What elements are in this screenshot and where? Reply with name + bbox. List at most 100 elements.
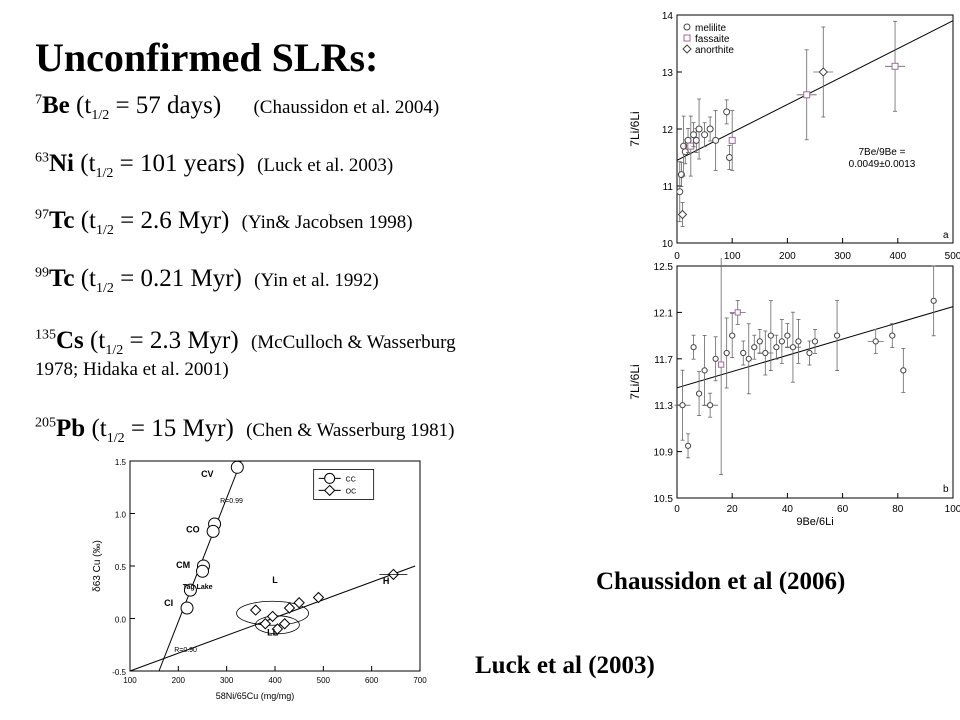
x-tick-label: 100	[123, 676, 137, 685]
data-point	[734, 309, 741, 316]
panel-label: b	[943, 484, 949, 495]
halflife-prefix: (t	[80, 265, 97, 292]
panel-label: a	[943, 230, 949, 241]
x-tick-label: 700	[413, 676, 427, 685]
data-point	[729, 332, 736, 339]
y-tick-label: 10	[662, 239, 674, 250]
x-tick-label: 300	[834, 251, 851, 262]
reference: (Chaussidon et al. 2004)	[253, 97, 440, 118]
y-tick-label: -0.5	[112, 668, 126, 677]
isotope-tc97: 97Tc (t1/2 = 2.6 Myr) (Yin& Jacobsen 199…	[35, 206, 413, 238]
y-tick-label: 0.0	[115, 616, 127, 625]
legend-marker	[323, 484, 336, 497]
data-point	[677, 209, 688, 220]
x-tick-label: 0	[674, 504, 680, 515]
isotope-cs135: 135Cs (t1/2 = 2.3 Myr) (McCulloch & Wass…	[35, 326, 456, 358]
y-tick-label: 1.5	[115, 458, 127, 467]
annotation: 7Be/9Be =	[859, 147, 906, 158]
plot-frame	[676, 265, 954, 499]
halflife-value: = 2.6 Myr)	[113, 207, 230, 234]
oc-data-point	[271, 623, 284, 635]
x-tick-label: 400	[889, 251, 906, 262]
x-tick-label: 20	[727, 504, 739, 515]
chart-li-vs-be-panel-a: 0 100 200 300 400 500 10 11 12 13 14 7Li/6Li melilit…	[628, 11, 960, 262]
data-point	[695, 125, 703, 133]
data-point	[692, 136, 700, 144]
reference: (Chen & Wasserburg 1981)	[246, 420, 455, 441]
halflife-prefix: (t	[76, 92, 92, 119]
data-point	[725, 154, 733, 161]
halflife-sub: 1/2	[95, 166, 114, 181]
mass-number: 135	[35, 327, 56, 343]
group-label: CI	[164, 598, 173, 608]
x-tick-label: 500	[317, 676, 331, 685]
element-symbol: Be	[42, 92, 70, 119]
data-point	[712, 355, 719, 362]
halflife-sub: 1/2	[96, 223, 114, 238]
group-label: Tag Lake	[183, 584, 213, 591]
cc-data-point	[230, 460, 244, 474]
legend-entry: melilite	[695, 23, 727, 34]
slide-title: Unconfirmed SLRs:	[35, 35, 379, 80]
y-tick-label: 10.9	[654, 448, 674, 459]
fit-annotation: R=0.90	[174, 647, 197, 654]
y-tick-label: 1.0	[115, 511, 127, 520]
data-point	[682, 44, 692, 54]
data-point	[723, 349, 730, 357]
y-axis-label: 7Li/6Li	[628, 364, 642, 399]
y-axis-label: 7Li/6Li	[628, 111, 642, 146]
data-point	[762, 349, 769, 357]
reference: (McCulloch & Wasserburg	[250, 332, 456, 353]
element-symbol: Tc	[49, 265, 75, 292]
x-tick-label: 40	[782, 504, 794, 515]
legend-entry: CC	[346, 476, 356, 483]
x-tick-label: 600	[365, 676, 379, 685]
halflife-value: = 15 Myr)	[124, 415, 234, 442]
reference: (Yin& Jacobsen 1998)	[241, 212, 413, 233]
group-label: H	[383, 576, 390, 586]
isotope-ni63: 63Ni (t1/2 = 101 years) (Luck et al. 200…	[35, 149, 393, 181]
data-point	[695, 390, 703, 397]
annotation: 0.0049±0.0013	[849, 159, 916, 170]
y-tick-label: 12	[662, 125, 674, 136]
group-label: CM	[176, 560, 190, 570]
halflife-value: = 101 years)	[113, 150, 245, 177]
data-point	[889, 332, 896, 339]
halflife-prefix: (t	[90, 327, 106, 354]
chart-cu-vs-ni: 100 200 300 400 500 600 700 -0.5 0.0 0.5 1.0 1.5 δ63…	[92, 458, 427, 701]
data-point	[723, 108, 731, 116]
y-tick-label: 10.5	[654, 494, 674, 505]
x-tick-label: 100	[945, 504, 960, 515]
data-point	[707, 402, 714, 409]
plot-frame	[129, 460, 421, 672]
data-point	[900, 367, 907, 374]
y-tick-label: 12.1	[654, 308, 674, 319]
legend-entry: OC	[346, 488, 357, 495]
data-point	[784, 332, 791, 339]
element-symbol: Cs	[56, 327, 84, 354]
group-label: CV	[201, 469, 214, 479]
reference: (Yin et al. 1992)	[254, 270, 379, 291]
regression-line	[676, 20, 954, 161]
data-point	[706, 125, 714, 133]
data-point	[728, 136, 736, 144]
data-point	[701, 131, 709, 139]
halflife-sub: 1/2	[91, 108, 110, 123]
legend-entry: fassaite	[695, 34, 730, 45]
cc-data-point	[180, 601, 194, 615]
x-tick-label: 80	[892, 504, 904, 515]
data-point	[679, 402, 686, 409]
legend-marker	[324, 472, 336, 484]
isotope-be7: 7Be (t1/2 = 57 days) (Chaussidon et al. …	[35, 91, 439, 123]
data-point	[676, 188, 684, 196]
group-label: CO	[186, 524, 200, 534]
y-tick-label: 14	[662, 11, 674, 22]
x-tick-label: 300	[220, 676, 234, 685]
x-tick-label: 100	[724, 251, 741, 262]
data-point	[687, 142, 695, 150]
mass-number: 7	[35, 92, 42, 108]
isotope-pb205: 205Pb (t1/2 = 15 Myr) (Chen & Wasserburg…	[35, 414, 454, 446]
halflife-sub: 1/2	[96, 281, 114, 296]
mass-number: 63	[35, 150, 49, 166]
y-tick-label: 11.3	[654, 401, 673, 412]
